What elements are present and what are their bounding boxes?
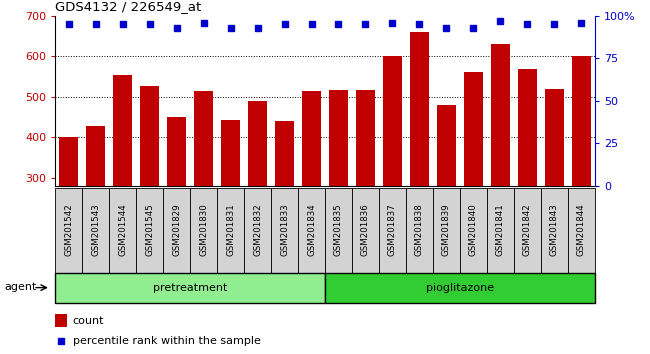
Bar: [514, 188, 541, 292]
Text: GSM201830: GSM201830: [199, 203, 208, 256]
Bar: [167, 117, 186, 299]
Bar: [572, 56, 591, 299]
Bar: [82, 188, 109, 292]
Bar: [163, 188, 190, 292]
Text: GSM201544: GSM201544: [118, 203, 127, 256]
Bar: [55, 314, 67, 327]
Bar: [518, 69, 537, 299]
Text: GSM201839: GSM201839: [442, 203, 451, 256]
Text: GSM201831: GSM201831: [226, 203, 235, 256]
Bar: [86, 126, 105, 299]
Bar: [113, 75, 132, 299]
Bar: [59, 137, 78, 299]
Text: GDS4132 / 226549_at: GDS4132 / 226549_at: [55, 0, 201, 13]
Text: pretreatment: pretreatment: [153, 282, 228, 293]
Bar: [410, 32, 429, 299]
Text: GSM201841: GSM201841: [496, 203, 505, 256]
Text: GSM201834: GSM201834: [307, 203, 316, 256]
Text: GSM201842: GSM201842: [523, 203, 532, 256]
Bar: [406, 188, 433, 292]
Bar: [194, 91, 213, 299]
Bar: [302, 91, 321, 299]
Bar: [464, 72, 483, 299]
Bar: [136, 188, 163, 292]
Bar: [545, 89, 564, 299]
Text: GSM201542: GSM201542: [64, 203, 73, 256]
Bar: [109, 188, 136, 292]
FancyBboxPatch shape: [325, 273, 595, 303]
Bar: [55, 188, 83, 292]
Text: count: count: [73, 316, 104, 326]
Bar: [275, 121, 294, 299]
Bar: [568, 188, 595, 292]
Bar: [271, 188, 298, 292]
Text: GSM201829: GSM201829: [172, 203, 181, 256]
Bar: [379, 188, 406, 292]
Text: GSM201843: GSM201843: [550, 203, 559, 256]
Text: GSM201832: GSM201832: [253, 203, 262, 256]
Bar: [433, 188, 460, 292]
Bar: [217, 188, 244, 292]
Bar: [352, 188, 379, 292]
Bar: [541, 188, 568, 292]
Bar: [298, 188, 325, 292]
FancyBboxPatch shape: [55, 273, 325, 303]
Text: GSM201543: GSM201543: [91, 203, 100, 256]
Bar: [140, 86, 159, 299]
Bar: [487, 188, 514, 292]
Bar: [244, 188, 271, 292]
Text: GSM201833: GSM201833: [280, 203, 289, 256]
Bar: [491, 44, 510, 299]
Bar: [221, 120, 240, 299]
Text: GSM201838: GSM201838: [415, 203, 424, 256]
Text: percentile rank within the sample: percentile rank within the sample: [73, 336, 261, 346]
Text: pioglitazone: pioglitazone: [426, 282, 494, 293]
Text: GSM201840: GSM201840: [469, 203, 478, 256]
Bar: [190, 188, 217, 292]
Text: GSM201836: GSM201836: [361, 203, 370, 256]
Bar: [460, 188, 487, 292]
Bar: [356, 90, 375, 299]
Text: GSM201844: GSM201844: [577, 203, 586, 256]
Bar: [437, 105, 456, 299]
Text: agent: agent: [5, 282, 37, 292]
Bar: [383, 56, 402, 299]
Text: GSM201837: GSM201837: [388, 203, 397, 256]
Bar: [248, 101, 267, 299]
Bar: [325, 188, 352, 292]
Text: GSM201835: GSM201835: [334, 203, 343, 256]
Bar: [329, 90, 348, 299]
Text: GSM201545: GSM201545: [145, 203, 154, 256]
